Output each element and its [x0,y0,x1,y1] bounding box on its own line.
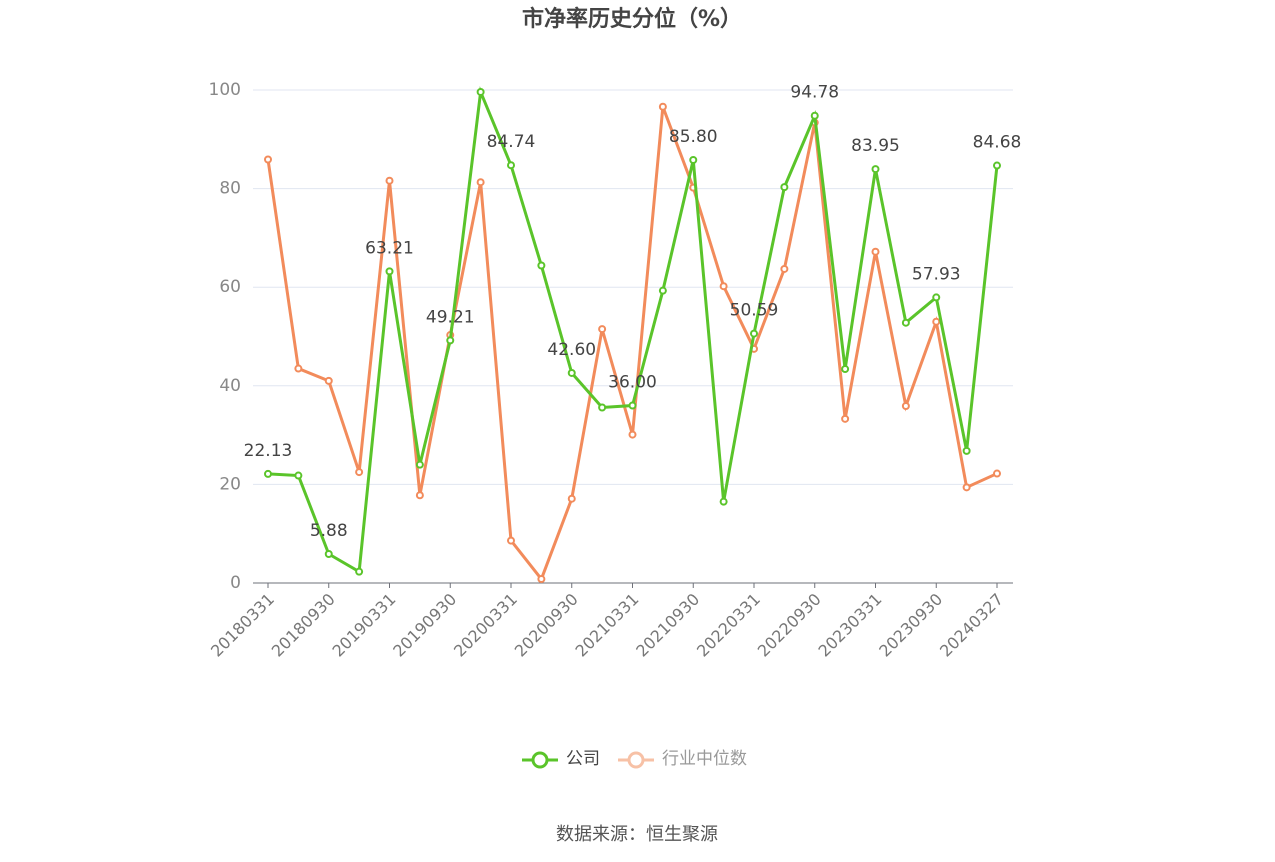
point [507,161,515,170]
x-tick-label: 20200331 [450,590,521,661]
y-tick-label: 0 [230,573,241,593]
y-tick-label: 80 [219,179,241,199]
x-tick-label: 20240327 [936,590,1007,661]
point [750,329,758,338]
point [628,430,637,439]
x-tick-label: 20180331 [207,590,278,661]
point [567,368,576,377]
data-label: 84.68 [973,133,1022,153]
point [780,183,789,192]
point [385,267,394,276]
chart-title: 市净率历史分位（%） [522,6,742,32]
legend-item: 公司 [522,749,600,769]
legend-label: 公司 [566,749,600,769]
point [476,87,485,96]
legend-item: 行业中位数 [618,749,747,769]
point [598,325,607,334]
point [962,446,971,455]
point [841,365,850,374]
point [628,401,637,410]
data-label: 5.88 [310,521,348,541]
point [932,317,941,326]
x-tick-label: 20210331 [571,590,642,661]
x-tick-label: 20210930 [632,590,703,661]
x-tick-label: 20230930 [875,590,946,661]
point [264,469,272,478]
x-tick-label: 20220930 [754,590,825,661]
point [294,471,303,480]
point [719,497,728,506]
legend-label: 行业中位数 [662,749,747,769]
point [355,567,364,576]
x-tick-label: 20190930 [389,590,460,661]
x-tick-label: 20220331 [693,590,764,661]
data-label: 36.00 [608,373,657,393]
y-tick-label: 20 [219,474,241,494]
y-tick-label: 100 [209,80,241,100]
data-label: 85.80 [669,127,718,147]
point [385,176,394,185]
point [658,102,667,111]
point [415,491,424,500]
point [871,247,880,256]
legend-marker [627,751,645,769]
x-tick-label: 20200930 [511,590,582,661]
point [476,178,485,187]
point [324,550,333,559]
point [871,165,880,174]
x-tick-label: 20190331 [328,590,399,661]
point [901,402,910,411]
y-tick-label: 40 [219,376,241,396]
point [719,282,728,291]
source: 数据来源：恒生聚源 [556,824,718,845]
point [415,460,424,469]
data-label: 83.95 [851,136,900,156]
point [993,161,1001,170]
point [598,403,607,412]
data-label: 42.60 [547,340,596,360]
data-label: 84.74 [487,132,536,152]
point [507,536,515,545]
x-tick-label: 20180930 [268,590,339,661]
point [689,156,698,165]
point [993,469,1001,478]
series-line [266,106,998,583]
legend-marker [531,751,549,769]
point [932,293,941,302]
data-label: 57.93 [912,264,961,284]
point [810,111,819,120]
point [780,264,789,273]
point [355,468,364,477]
data-label: 49.21 [426,307,475,327]
point [446,336,455,345]
point [567,494,576,503]
point [537,261,546,270]
y-tick-label: 60 [219,277,241,297]
point [901,318,910,327]
series-line [267,86,999,575]
data-label: 50.59 [730,301,779,321]
point [294,364,303,373]
data-label: 22.13 [244,441,293,461]
point [264,155,272,164]
data-label: 63.21 [365,238,414,258]
point [658,286,667,295]
point [962,483,971,492]
x-tick-label: 20230331 [814,590,885,661]
data-label: 94.78 [790,83,839,103]
point [324,376,333,385]
point [537,575,546,584]
point [841,414,850,423]
